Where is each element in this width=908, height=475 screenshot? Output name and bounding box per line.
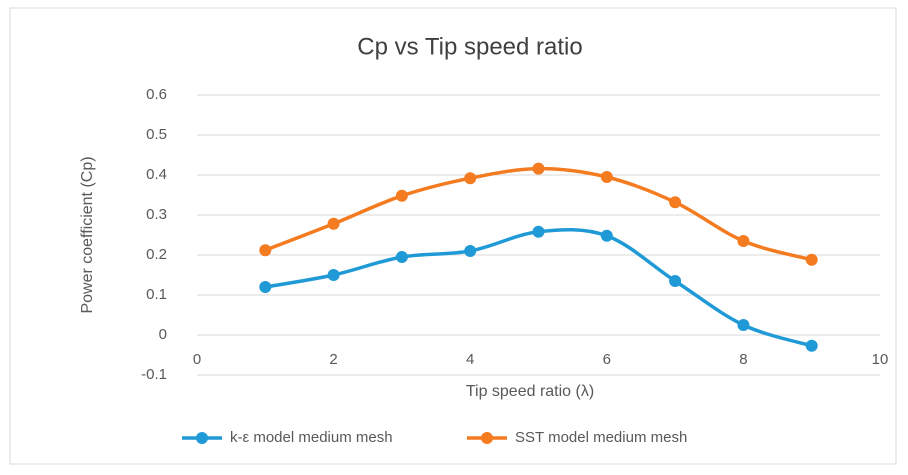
data-point <box>805 253 818 266</box>
x-tick-label: 0 <box>193 351 201 368</box>
x-tick-label: 6 <box>603 351 611 368</box>
x-tick-label: 10 <box>872 351 889 368</box>
data-point <box>669 196 682 209</box>
y-tick-label: 0.2 <box>146 246 167 263</box>
y-tick-label: 0.5 <box>146 126 167 143</box>
y-tick-label: -0.1 <box>141 366 167 383</box>
data-point <box>737 235 750 247</box>
data-point <box>464 245 477 257</box>
data-point <box>532 225 545 238</box>
data-point <box>737 319 750 331</box>
legend-label: k-ε model medium mesh <box>230 429 393 446</box>
y-tick-label: 0.6 <box>146 86 167 103</box>
x-axis-label: Tip speed ratio (λ) <box>466 383 594 400</box>
data-point <box>669 275 682 287</box>
data-point <box>259 281 272 293</box>
data-point <box>464 172 477 185</box>
x-tick-label: 8 <box>739 351 747 368</box>
data-point <box>600 229 613 242</box>
x-tick-label: 2 <box>329 351 337 368</box>
data-point <box>259 244 272 257</box>
chart-title: Cp vs Tip speed ratio <box>357 33 582 60</box>
data-point <box>395 251 408 263</box>
data-point <box>327 217 340 230</box>
data-point <box>600 171 613 183</box>
legend-marker <box>196 432 208 444</box>
y-tick-label: 0.3 <box>146 206 167 223</box>
legend-marker <box>481 432 493 444</box>
data-point <box>395 189 408 202</box>
y-tick-label: 0 <box>159 326 167 343</box>
y-tick-label: 0.1 <box>146 286 167 303</box>
data-point <box>532 162 545 175</box>
data-point <box>327 269 340 281</box>
x-tick-label: 4 <box>466 351 474 368</box>
y-tick-label: 0.4 <box>146 166 167 183</box>
y-axis-label: Power coefficient (Cp) <box>79 156 96 313</box>
chart-border <box>9 7 897 465</box>
data-point <box>805 339 818 352</box>
legend-label: SST model medium mesh <box>515 429 687 446</box>
